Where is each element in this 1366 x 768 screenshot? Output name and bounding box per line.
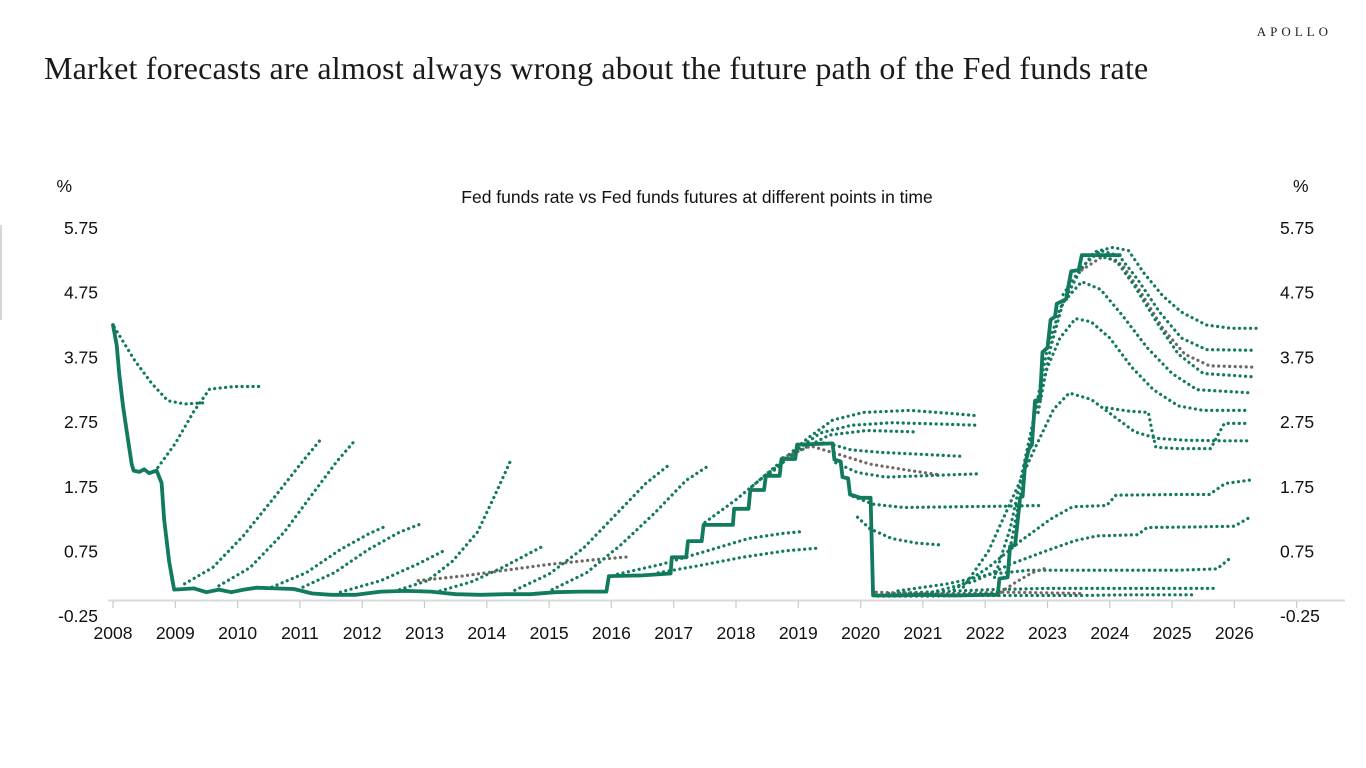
- x-axis-label: 2019: [779, 623, 818, 643]
- futures-curve: [398, 459, 513, 592]
- x-axis-label: 2009: [156, 623, 195, 643]
- futures-curve: [513, 464, 670, 592]
- x-axis-label: 2011: [281, 623, 319, 643]
- futures-curve: [1080, 254, 1255, 369]
- futures-curve: [1092, 253, 1255, 379]
- futures-curve: [886, 586, 1218, 596]
- futures-curve: [1036, 280, 1255, 414]
- futures-curve: [999, 565, 1050, 594]
- y-axis-label-right: 0.75: [1280, 541, 1314, 561]
- x-axis-label: 2021: [903, 623, 942, 643]
- x-axis-label: 2013: [405, 623, 444, 643]
- x-axis-label: 2014: [467, 623, 506, 643]
- futures-curve: [1105, 406, 1252, 451]
- y-axis-label-left: 0.75: [64, 541, 98, 561]
- y-axis-label-left: 2.75: [64, 412, 98, 432]
- x-axis-label: 2024: [1090, 623, 1129, 643]
- x-axis-label: 2017: [654, 623, 693, 643]
- futures-curve: [1061, 249, 1255, 352]
- fed-funds-rate-line: [111, 253, 1122, 598]
- x-axis-label: 2018: [717, 623, 756, 643]
- futures-curve: [703, 428, 916, 525]
- futures-curve: [615, 529, 807, 576]
- futures-curve: [416, 555, 632, 583]
- left-edge-scrollbar: [0, 225, 2, 320]
- x-axis-label: 2022: [966, 623, 1005, 643]
- y-axis-label-right: 2.75: [1280, 412, 1314, 432]
- futures-curve: [834, 461, 981, 479]
- x-axis-label: 2025: [1153, 623, 1192, 643]
- futures-curve: [930, 515, 1252, 594]
- page-title: Market forecasts are almost always wrong…: [44, 50, 1149, 86]
- y-axis-label-right: -0.25: [1280, 606, 1320, 626]
- futures-curve: [1008, 245, 1258, 550]
- y-axis-unit-right: %: [1293, 176, 1309, 196]
- futures-curve: [338, 547, 448, 594]
- y-axis-label-right: 5.75: [1280, 218, 1314, 238]
- y-axis-label-left: 5.75: [64, 218, 98, 238]
- futures-curve: [851, 494, 1043, 510]
- y-axis-label-left: 4.75: [64, 283, 98, 303]
- x-axis-label: 2012: [343, 623, 382, 643]
- futures-curve: [855, 515, 944, 547]
- y-axis-unit-left: %: [56, 176, 72, 196]
- futures-curve: [270, 523, 389, 589]
- apollo-logo: APOLLO: [1256, 24, 1332, 39]
- futures-curve: [438, 545, 544, 593]
- futures-curve: [952, 478, 1255, 592]
- x-axis-label: 2020: [841, 623, 880, 643]
- chart-title: Fed funds rate vs Fed funds futures at d…: [461, 187, 932, 207]
- y-axis-label-left: -0.25: [58, 606, 98, 626]
- futures-curve: [112, 325, 208, 406]
- futures-curve: [156, 384, 263, 469]
- x-axis-label: 2016: [592, 623, 631, 643]
- y-axis-label-right: 3.75: [1280, 347, 1314, 367]
- futures-curve: [961, 391, 1252, 589]
- y-axis-label-left: 1.75: [64, 477, 98, 497]
- x-axis-label: 2010: [218, 623, 257, 643]
- futures-curve: [781, 444, 944, 477]
- futures-curve: [656, 546, 819, 575]
- x-axis-label: 2008: [94, 623, 133, 643]
- futures-curve: [183, 436, 324, 586]
- x-axis-label: 2026: [1215, 623, 1254, 643]
- y-axis-label-right: 1.75: [1280, 477, 1314, 497]
- x-axis-label: 2015: [530, 623, 569, 643]
- futures-curve: [217, 439, 356, 588]
- x-axis-label: 2023: [1028, 623, 1067, 643]
- futures-curve: [301, 522, 423, 589]
- y-axis-label-right: 4.75: [1280, 283, 1314, 303]
- futures-curve: [896, 555, 1233, 593]
- y-axis-label-left: 3.75: [64, 347, 98, 367]
- futures-curve: [550, 464, 710, 592]
